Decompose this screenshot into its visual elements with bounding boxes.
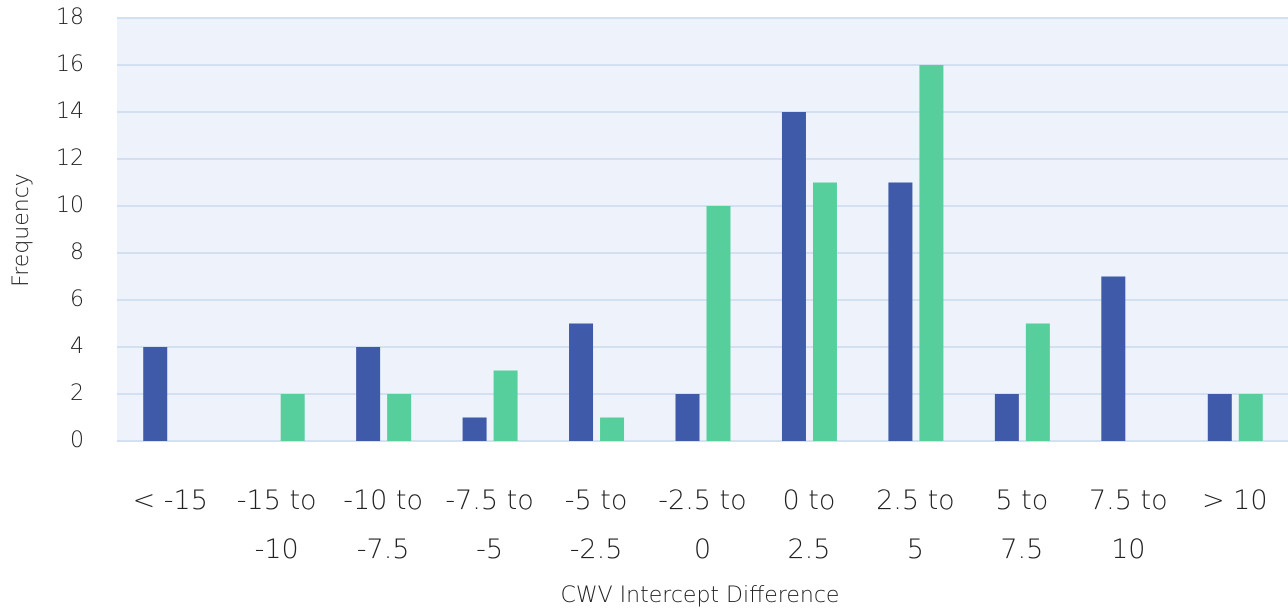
bar xyxy=(706,206,731,441)
y-tick-label: 18 xyxy=(56,5,84,30)
x-tick-label: -5 to -2.5 xyxy=(564,485,628,565)
x-tick-label: 7.5 to 10 xyxy=(1088,485,1168,565)
y-tick-label: 14 xyxy=(56,99,84,124)
y-tick-label: 0 xyxy=(70,428,84,453)
bar xyxy=(143,347,168,441)
x-tick-label: -7.5 to -5 xyxy=(445,485,534,565)
bar xyxy=(994,394,1019,441)
bar xyxy=(280,394,305,441)
bar xyxy=(356,347,381,441)
bar xyxy=(812,182,837,441)
y-axis-title: Frequency xyxy=(9,173,34,287)
x-tick-label: < -15 xyxy=(132,485,208,516)
plot-background xyxy=(117,18,1288,441)
bar xyxy=(1238,394,1263,441)
x-tick-label: 0 to 2.5 xyxy=(782,485,836,565)
y-tick-label: 6 xyxy=(70,287,84,312)
bar xyxy=(888,182,913,441)
y-tick-label: 16 xyxy=(56,52,84,77)
y-tick-label: 8 xyxy=(70,240,84,265)
y-tick-label: 12 xyxy=(56,146,84,171)
bar xyxy=(387,394,412,441)
bar xyxy=(462,417,487,441)
bar xyxy=(675,394,700,441)
bar xyxy=(600,417,625,441)
bar xyxy=(1025,323,1050,441)
bar xyxy=(569,323,594,441)
y-tick-label: 2 xyxy=(70,381,84,406)
bar xyxy=(1101,276,1126,441)
x-tick-label: 2.5 to 5 xyxy=(876,485,955,565)
bar xyxy=(493,370,518,441)
x-tick-label: 5 to 7.5 xyxy=(995,485,1049,565)
x-tick-label: > 10 xyxy=(1201,485,1268,516)
y-tick-label: 4 xyxy=(70,334,84,359)
x-axis-title: CWV Intercept Difference xyxy=(561,583,840,608)
y-tick-label: 10 xyxy=(56,193,84,218)
bar xyxy=(919,65,944,441)
x-tick-label: -10 to -7.5 xyxy=(343,485,424,565)
bar xyxy=(781,112,806,441)
x-tick-label: -15 to -10 xyxy=(236,485,317,565)
x-tick-label: -2.5 to 0 xyxy=(658,485,747,565)
bar xyxy=(1207,394,1232,441)
